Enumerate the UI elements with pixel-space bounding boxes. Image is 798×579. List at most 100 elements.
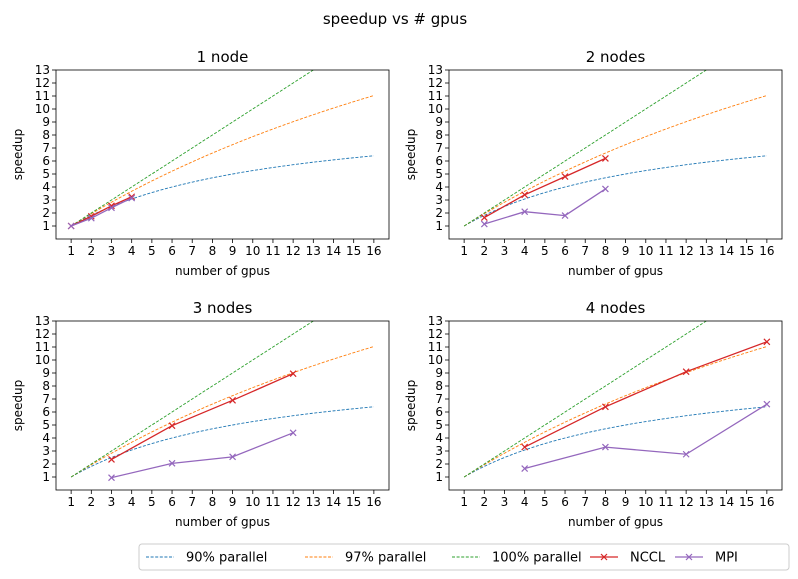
x-tick-label: 11 (658, 495, 673, 509)
series-line-nccl (484, 157, 606, 219)
reference-line-100-parallel (70, 70, 315, 227)
legend-label: NCCL (630, 551, 666, 566)
x-tick-label: 16 (759, 495, 774, 509)
y-tick-label: 1 (435, 219, 443, 233)
x-tick-label: 8 (602, 495, 610, 509)
x-tick-label: 13 (306, 244, 321, 258)
data-point-nccl (289, 370, 297, 378)
y-tick-label: 3 (435, 444, 443, 458)
reference-line-97-parallel (70, 346, 374, 478)
legend-marker (685, 553, 693, 561)
y-tick-label: 2 (42, 206, 50, 220)
y-tick-label: 3 (42, 193, 50, 207)
y-tick-label: 6 (42, 405, 50, 419)
data-point-nccl (168, 422, 176, 430)
legend-entry: 90% parallel (146, 551, 267, 566)
x-axis-label: number of gpus (568, 515, 663, 529)
y-tick-label: 3 (42, 444, 50, 458)
x-tick-label: 10 (245, 495, 260, 509)
reference-line-100-parallel (70, 321, 315, 478)
y-tick-label: 5 (435, 167, 443, 181)
x-tick-label: 3 (108, 244, 116, 258)
reference-line-100-parallel (463, 70, 708, 227)
legend: 90% parallel 97% parallel 100% parallel NCC… (138, 543, 790, 571)
legend-entry: 100% parallel (452, 551, 582, 566)
data-point-mpi (601, 185, 609, 193)
y-tick-label: 5 (435, 418, 443, 432)
x-tick-label: 5 (148, 244, 156, 258)
figure-title: speedup vs # gpus (323, 10, 467, 28)
data-point-nccl (763, 338, 771, 346)
y-tick-label: 12 (428, 76, 443, 90)
reference-line-97-parallel (70, 95, 374, 227)
reference-line-100-parallel (463, 321, 708, 478)
y-tick-label: 13 (35, 314, 50, 328)
x-tick-label: 13 (699, 244, 714, 258)
axes-frame (55, 320, 390, 491)
x-tick-label: 4 (128, 244, 136, 258)
x-tick-label: 8 (209, 495, 217, 509)
x-tick-label: 10 (245, 244, 260, 258)
x-tick-label: 2 (480, 495, 488, 509)
x-tick-label: 2 (87, 495, 95, 509)
data-point-nccl (480, 214, 488, 221)
x-tick-label: 9 (229, 495, 237, 509)
x-tick-label: 8 (209, 244, 217, 258)
data-point-mpi (108, 204, 115, 212)
data-point-mpi (763, 400, 771, 408)
series-line-mpi (524, 403, 768, 470)
reference-line-90-parallel (463, 155, 767, 227)
y-tick-label: 13 (35, 63, 50, 77)
subplot-title: 1 node (197, 48, 249, 66)
x-tick-label: 14 (719, 244, 734, 258)
x-tick-label: 5 (541, 495, 549, 509)
y-tick-label: 4 (435, 180, 443, 194)
x-tick-label: 10 (638, 495, 653, 509)
x-tick-label: 6 (561, 495, 569, 509)
axes-frame (55, 69, 390, 240)
x-tick-label: 13 (699, 495, 714, 509)
reference-line-90-parallel (70, 155, 374, 227)
data-point-mpi (480, 220, 488, 228)
x-tick-label: 11 (265, 495, 280, 509)
y-tick-label: 10 (35, 102, 50, 116)
reference-line-90-parallel (70, 406, 374, 478)
y-tick-label: 8 (42, 379, 50, 393)
y-tick-label: 2 (42, 457, 50, 471)
x-tick-label: 8 (602, 244, 610, 258)
x-tick-label: 4 (128, 495, 136, 509)
reference-line-97-parallel (463, 346, 767, 478)
y-tick-label: 3 (435, 193, 443, 207)
x-tick-label: 2 (87, 244, 95, 258)
x-tick-label: 16 (366, 244, 381, 258)
x-tick-label: 4 (521, 495, 529, 509)
x-tick-label: 7 (581, 495, 589, 509)
y-axis-label: speedup (11, 380, 25, 431)
data-point-nccl (561, 173, 569, 181)
y-tick-label: 13 (428, 314, 443, 328)
y-tick-label: 11 (428, 89, 443, 103)
data-point-nccl (108, 456, 115, 463)
legend-label: 90% parallel (186, 551, 267, 566)
reference-line-97-parallel (463, 95, 767, 227)
x-tick-label: 9 (229, 244, 237, 258)
y-tick-label: 6 (435, 405, 443, 419)
y-tick-label: 11 (35, 89, 50, 103)
y-tick-label: 6 (42, 154, 50, 168)
x-tick-label: 11 (265, 244, 280, 258)
x-tick-label: 14 (326, 495, 341, 509)
x-tick-label: 7 (188, 244, 196, 258)
legend-label: 97% parallel (345, 551, 426, 566)
y-tick-label: 1 (42, 470, 50, 484)
legend-label: MPI (715, 551, 738, 566)
legend-entry: MPI (675, 551, 738, 566)
legend-marker (600, 553, 608, 561)
y-tick-label: 8 (435, 379, 443, 393)
y-tick-label: 13 (428, 63, 443, 77)
y-tick-label: 7 (435, 392, 443, 406)
data-point-nccl (601, 403, 609, 411)
x-tick-label: 5 (541, 244, 549, 258)
y-tick-label: 9 (42, 115, 50, 129)
